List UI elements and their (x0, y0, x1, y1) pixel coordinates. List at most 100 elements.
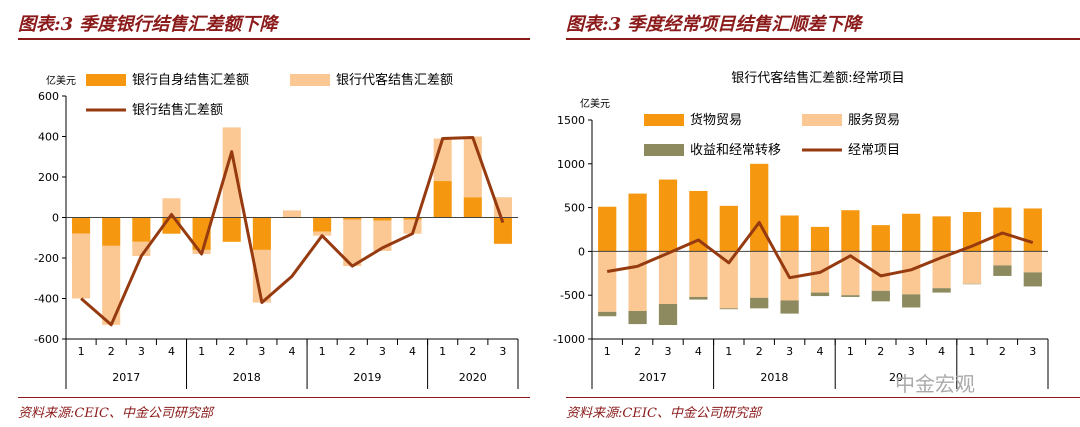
bar-3 (902, 294, 921, 308)
bar-1 (841, 210, 860, 252)
y-tick-label: 600 (38, 90, 59, 103)
bar-2 (252, 249, 271, 303)
bar-1 (780, 215, 799, 252)
bar-1 (689, 190, 708, 252)
legend-swatch (802, 114, 842, 126)
x-tick-label: 2 (756, 345, 763, 358)
bar-3 (993, 265, 1012, 276)
bar-3 (780, 300, 799, 314)
bar-3 (750, 297, 769, 309)
y-tick-label: 1000 (557, 158, 585, 171)
bar-1 (463, 197, 482, 218)
y-tick-label: -600 (34, 333, 59, 346)
x-tick-label: 3 (665, 345, 672, 358)
x-tick-label: 3 (908, 345, 915, 358)
x-tick-label: 3 (1029, 345, 1036, 358)
x-tick-label: 4 (168, 345, 175, 358)
x-tick-label: 1 (725, 345, 732, 358)
bar-2 (162, 198, 181, 218)
bar-3 (871, 290, 890, 302)
bar-2 (598, 251, 617, 312)
bar-1 (252, 217, 271, 250)
series-line (606, 221, 1034, 280)
x-tick-label: 4 (695, 345, 702, 358)
x-tick-label: 2 (228, 345, 235, 358)
bar-1 (993, 207, 1012, 252)
bar-1 (962, 211, 982, 252)
y-tick-label: -500 (560, 289, 585, 302)
bar-2 (841, 251, 860, 296)
bar-2 (719, 251, 738, 309)
bar-1 (72, 217, 91, 234)
x-group-label: 2017 (112, 371, 140, 384)
source-rule (566, 397, 1080, 398)
source-rule (18, 397, 530, 398)
y-tick-label: 200 (38, 171, 59, 184)
y-tick-label: 1500 (557, 114, 585, 127)
bar-2 (962, 251, 982, 284)
bar-1 (810, 226, 830, 252)
bar-3 (841, 295, 860, 297)
bar-3 (810, 292, 830, 297)
y-tick-label: -200 (34, 252, 59, 265)
y-unit-label: 亿美元 (580, 97, 610, 110)
bar-1 (871, 225, 890, 252)
x-tick-label: 4 (938, 345, 945, 358)
bar-1 (373, 217, 392, 221)
x-tick-label: 3 (499, 345, 506, 358)
bar-3 (598, 311, 617, 317)
bar-2 (222, 127, 241, 218)
x-group-label: 2017 (639, 371, 667, 384)
x-group-label: 2020 (459, 371, 487, 384)
y-tick-label: -400 (34, 293, 59, 306)
x-tick-label: 3 (786, 345, 793, 358)
bar-2 (993, 251, 1012, 266)
legend-label: 服务贸易 (848, 112, 900, 128)
legend-swatch (86, 74, 126, 86)
source-note: 资料来源:CEIC、中金公司研究部 (566, 406, 761, 421)
x-group-label: 2018 (233, 371, 261, 384)
bar-2 (750, 251, 769, 298)
bar-2 (902, 251, 921, 295)
x-tick-label: 1 (847, 345, 854, 358)
x-tick-label: 1 (198, 345, 205, 358)
x-tick-label: 2 (349, 345, 356, 358)
series-line (80, 136, 505, 327)
legend-label: 经常项目 (848, 143, 900, 158)
y-unit-label: 亿美元 (46, 74, 76, 87)
x-group-label: 2019 (353, 371, 381, 384)
x-tick-label: 4 (289, 345, 296, 358)
x-tick-label: 1 (319, 345, 326, 358)
bar-1 (343, 217, 362, 220)
bar-1 (658, 179, 678, 252)
x-tick-label: 3 (138, 345, 145, 358)
watermark-logo: 中金宏观 (895, 372, 975, 396)
bar-1 (719, 205, 738, 252)
legend-label: 收益和经常转移 (690, 143, 781, 158)
x-tick-label: 3 (379, 345, 386, 358)
bar-2 (102, 245, 121, 325)
x-tick-label: 1 (78, 345, 85, 358)
legend-swatch (290, 74, 330, 86)
y-tick-label: 0 (578, 245, 585, 258)
bar-1 (750, 163, 769, 252)
bar-2 (313, 231, 332, 236)
title-rule (566, 38, 1080, 40)
bar-1 (598, 206, 617, 252)
bar-2 (871, 251, 890, 291)
bar-3 (689, 296, 708, 300)
bar-1 (313, 217, 332, 232)
legend-label: 银行结售汇差额 (132, 102, 223, 118)
legend-label: 货物贸易 (690, 112, 742, 128)
bar-1 (902, 213, 921, 252)
x-tick-label: 2 (469, 345, 476, 358)
bar-2 (343, 219, 362, 267)
bar-2 (689, 251, 708, 297)
bar-2 (628, 251, 647, 311)
x-tick-label: 2 (877, 345, 884, 358)
bar-2 (1023, 251, 1042, 273)
chart-subtitle: 银行代客结售汇差额:经常项目 (731, 70, 904, 86)
x-tick-label: 1 (969, 345, 976, 358)
chart-title: 图表:3 季度经常项目结售汇顺差下降 (566, 14, 862, 35)
